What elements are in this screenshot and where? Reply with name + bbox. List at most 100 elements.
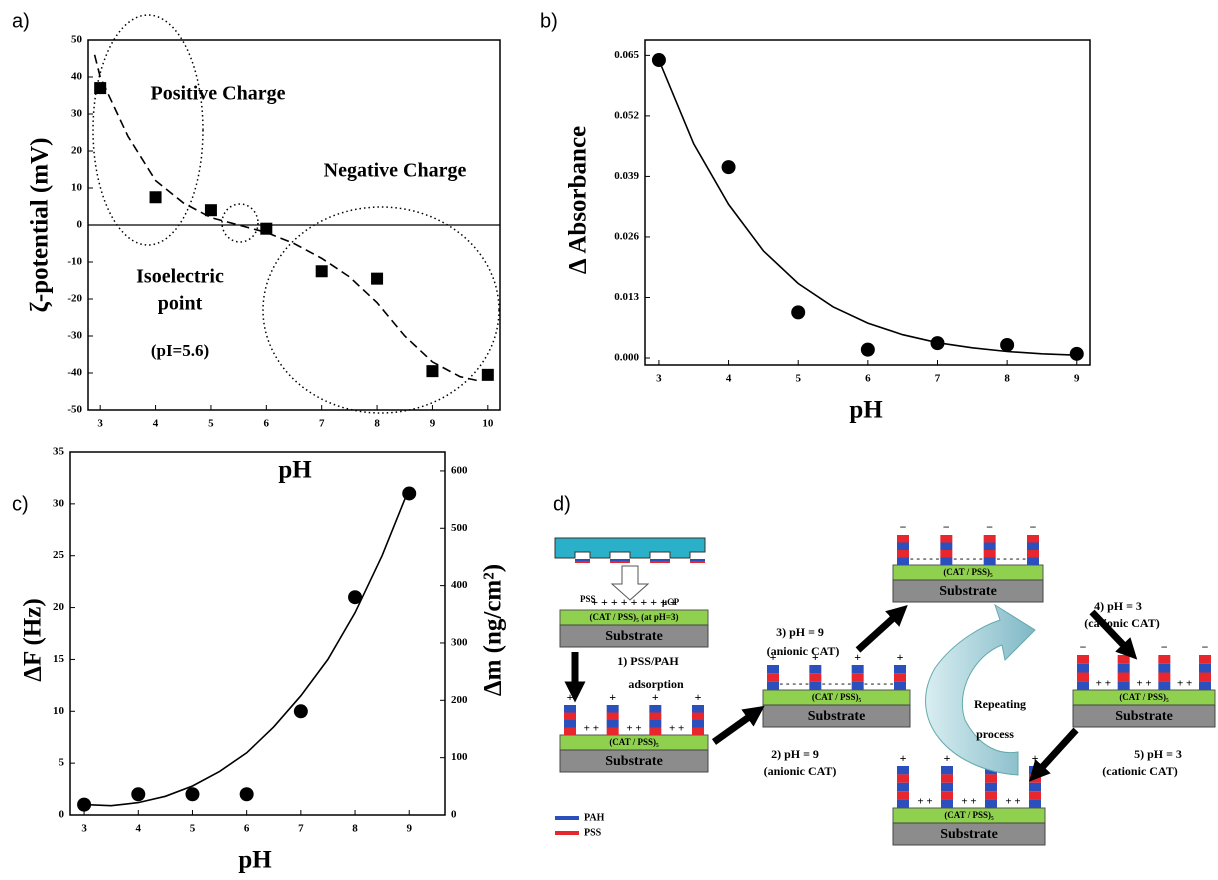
y-tick-label: -20 bbox=[67, 293, 82, 305]
step-label: 4) pH = 3 bbox=[1094, 599, 1142, 613]
pillar-stripe bbox=[894, 681, 906, 690]
pillar-stripe bbox=[983, 542, 996, 550]
plot-frame bbox=[644, 39, 1091, 366]
pillar-stripe bbox=[897, 791, 909, 800]
pillar-charge: + bbox=[812, 650, 819, 664]
x-tick-label: 7 bbox=[935, 373, 941, 385]
layer-label: (CAT / PSS)₅ bbox=[943, 567, 993, 577]
step-label: (cationic CAT) bbox=[1102, 764, 1177, 778]
y2-tick-label: 200 bbox=[451, 694, 468, 706]
pillar-charge: − bbox=[1030, 520, 1037, 534]
y-axis-label: ΔF (Hz) bbox=[20, 598, 47, 681]
pillar-stripe bbox=[767, 665, 779, 674]
data-point bbox=[149, 191, 162, 204]
data-point bbox=[131, 787, 146, 802]
y-axis-label: ζ-potential (mV) bbox=[27, 138, 54, 313]
region-outline bbox=[221, 203, 259, 243]
pillar-stripe bbox=[809, 673, 822, 682]
x-tick-label: 7 bbox=[298, 823, 304, 835]
pillar-stripe bbox=[941, 766, 953, 775]
y-tick-label: 15 bbox=[53, 653, 65, 665]
pillar-stripe bbox=[692, 727, 704, 735]
data-point bbox=[293, 704, 308, 719]
pillar-stripe bbox=[1158, 663, 1171, 673]
legend-swatch bbox=[555, 816, 579, 820]
layer-label: (CAT / PSS)₅ bbox=[944, 810, 994, 820]
substrate bbox=[1072, 704, 1216, 728]
pillar-charge: + bbox=[897, 650, 904, 664]
pillar-stripe bbox=[564, 705, 576, 713]
step-arrow bbox=[1089, 609, 1138, 660]
fit-line bbox=[93, 54, 477, 382]
pillar-stripe bbox=[897, 766, 909, 775]
pillar-stripe bbox=[985, 799, 997, 808]
pillar-charge: + bbox=[609, 690, 616, 704]
pillar-stripe bbox=[983, 550, 996, 558]
pillar-stripe bbox=[897, 774, 909, 783]
step-label: 2) pH = 9 bbox=[771, 747, 819, 761]
layer-label: (CAT / PSS)₅ bbox=[812, 692, 862, 702]
legend-swatch bbox=[555, 831, 579, 835]
pillar-stripe bbox=[606, 727, 619, 735]
pillar-stripe bbox=[940, 557, 953, 565]
gap-charge: - - - - - bbox=[864, 678, 894, 690]
pillar-stripe bbox=[1199, 663, 1211, 673]
step-label: 1) PSS/PAH bbox=[617, 654, 679, 668]
y-tick-label: 0.013 bbox=[614, 291, 639, 303]
pillar-stripe bbox=[564, 720, 576, 728]
y-tick-label: -50 bbox=[67, 404, 82, 416]
pillar-stripe bbox=[940, 542, 953, 550]
x-tick-label: 3 bbox=[81, 823, 87, 835]
x-tick-label: 5 bbox=[190, 823, 196, 835]
x-tick-label: 4 bbox=[153, 418, 159, 430]
annotation: Positive Charge bbox=[151, 83, 286, 105]
pillar-charge: − bbox=[900, 520, 907, 534]
gap-charge: + + bbox=[961, 796, 976, 808]
pillar-stripe bbox=[767, 681, 779, 690]
y-tick-label: 10 bbox=[53, 705, 65, 717]
pillar-stripe bbox=[692, 720, 704, 728]
substrate bbox=[559, 624, 709, 648]
pillar-stripe bbox=[897, 542, 909, 550]
step-arrow bbox=[855, 604, 908, 653]
data-point bbox=[481, 368, 494, 381]
pillar-charge: − bbox=[1080, 640, 1087, 654]
stamp-ink bbox=[575, 561, 590, 563]
data-point bbox=[239, 787, 254, 802]
y2-tick-label: 500 bbox=[451, 522, 468, 534]
pillar-stripe bbox=[985, 782, 997, 792]
pillar-stripe bbox=[851, 673, 864, 682]
pillar-stripe bbox=[941, 774, 953, 783]
pillar-stripe bbox=[1029, 799, 1041, 808]
pillar-charge: − bbox=[1161, 640, 1168, 654]
panel-label: a) bbox=[12, 10, 30, 32]
pillar-stripe bbox=[940, 550, 953, 558]
pillar-charge: + bbox=[854, 650, 861, 664]
gap-charge: + + bbox=[626, 723, 641, 735]
step-label: 5) pH = 3 bbox=[1134, 747, 1182, 761]
data-point bbox=[1000, 337, 1015, 352]
y2-tick-label: 600 bbox=[451, 464, 468, 476]
pillar-stripe bbox=[692, 712, 704, 720]
pillar-stripe bbox=[1158, 655, 1171, 664]
x-tick-label: 9 bbox=[430, 418, 436, 430]
y2-tick-label: 400 bbox=[451, 579, 468, 591]
region-outline bbox=[92, 14, 204, 246]
x-tick-label: 9 bbox=[406, 823, 412, 835]
gap-charge: + + bbox=[669, 723, 684, 735]
gap-charge: + + bbox=[1177, 678, 1192, 690]
pillar-stripe bbox=[897, 550, 909, 558]
x-tick-label: 3 bbox=[97, 418, 103, 430]
pillar-stripe bbox=[1077, 681, 1089, 690]
cycle-label: process bbox=[976, 727, 1014, 741]
y-tick-label: -40 bbox=[67, 367, 82, 379]
stamp-ink bbox=[610, 561, 630, 563]
pillar-stripe bbox=[941, 791, 953, 800]
y-tick-label: 35 bbox=[53, 446, 65, 458]
annotation: Isoelectric bbox=[136, 266, 224, 288]
annotation: point bbox=[158, 293, 203, 315]
data-point bbox=[315, 265, 328, 278]
y-tick-label: 0.039 bbox=[614, 170, 639, 182]
gap-charge: + + bbox=[1005, 796, 1020, 808]
